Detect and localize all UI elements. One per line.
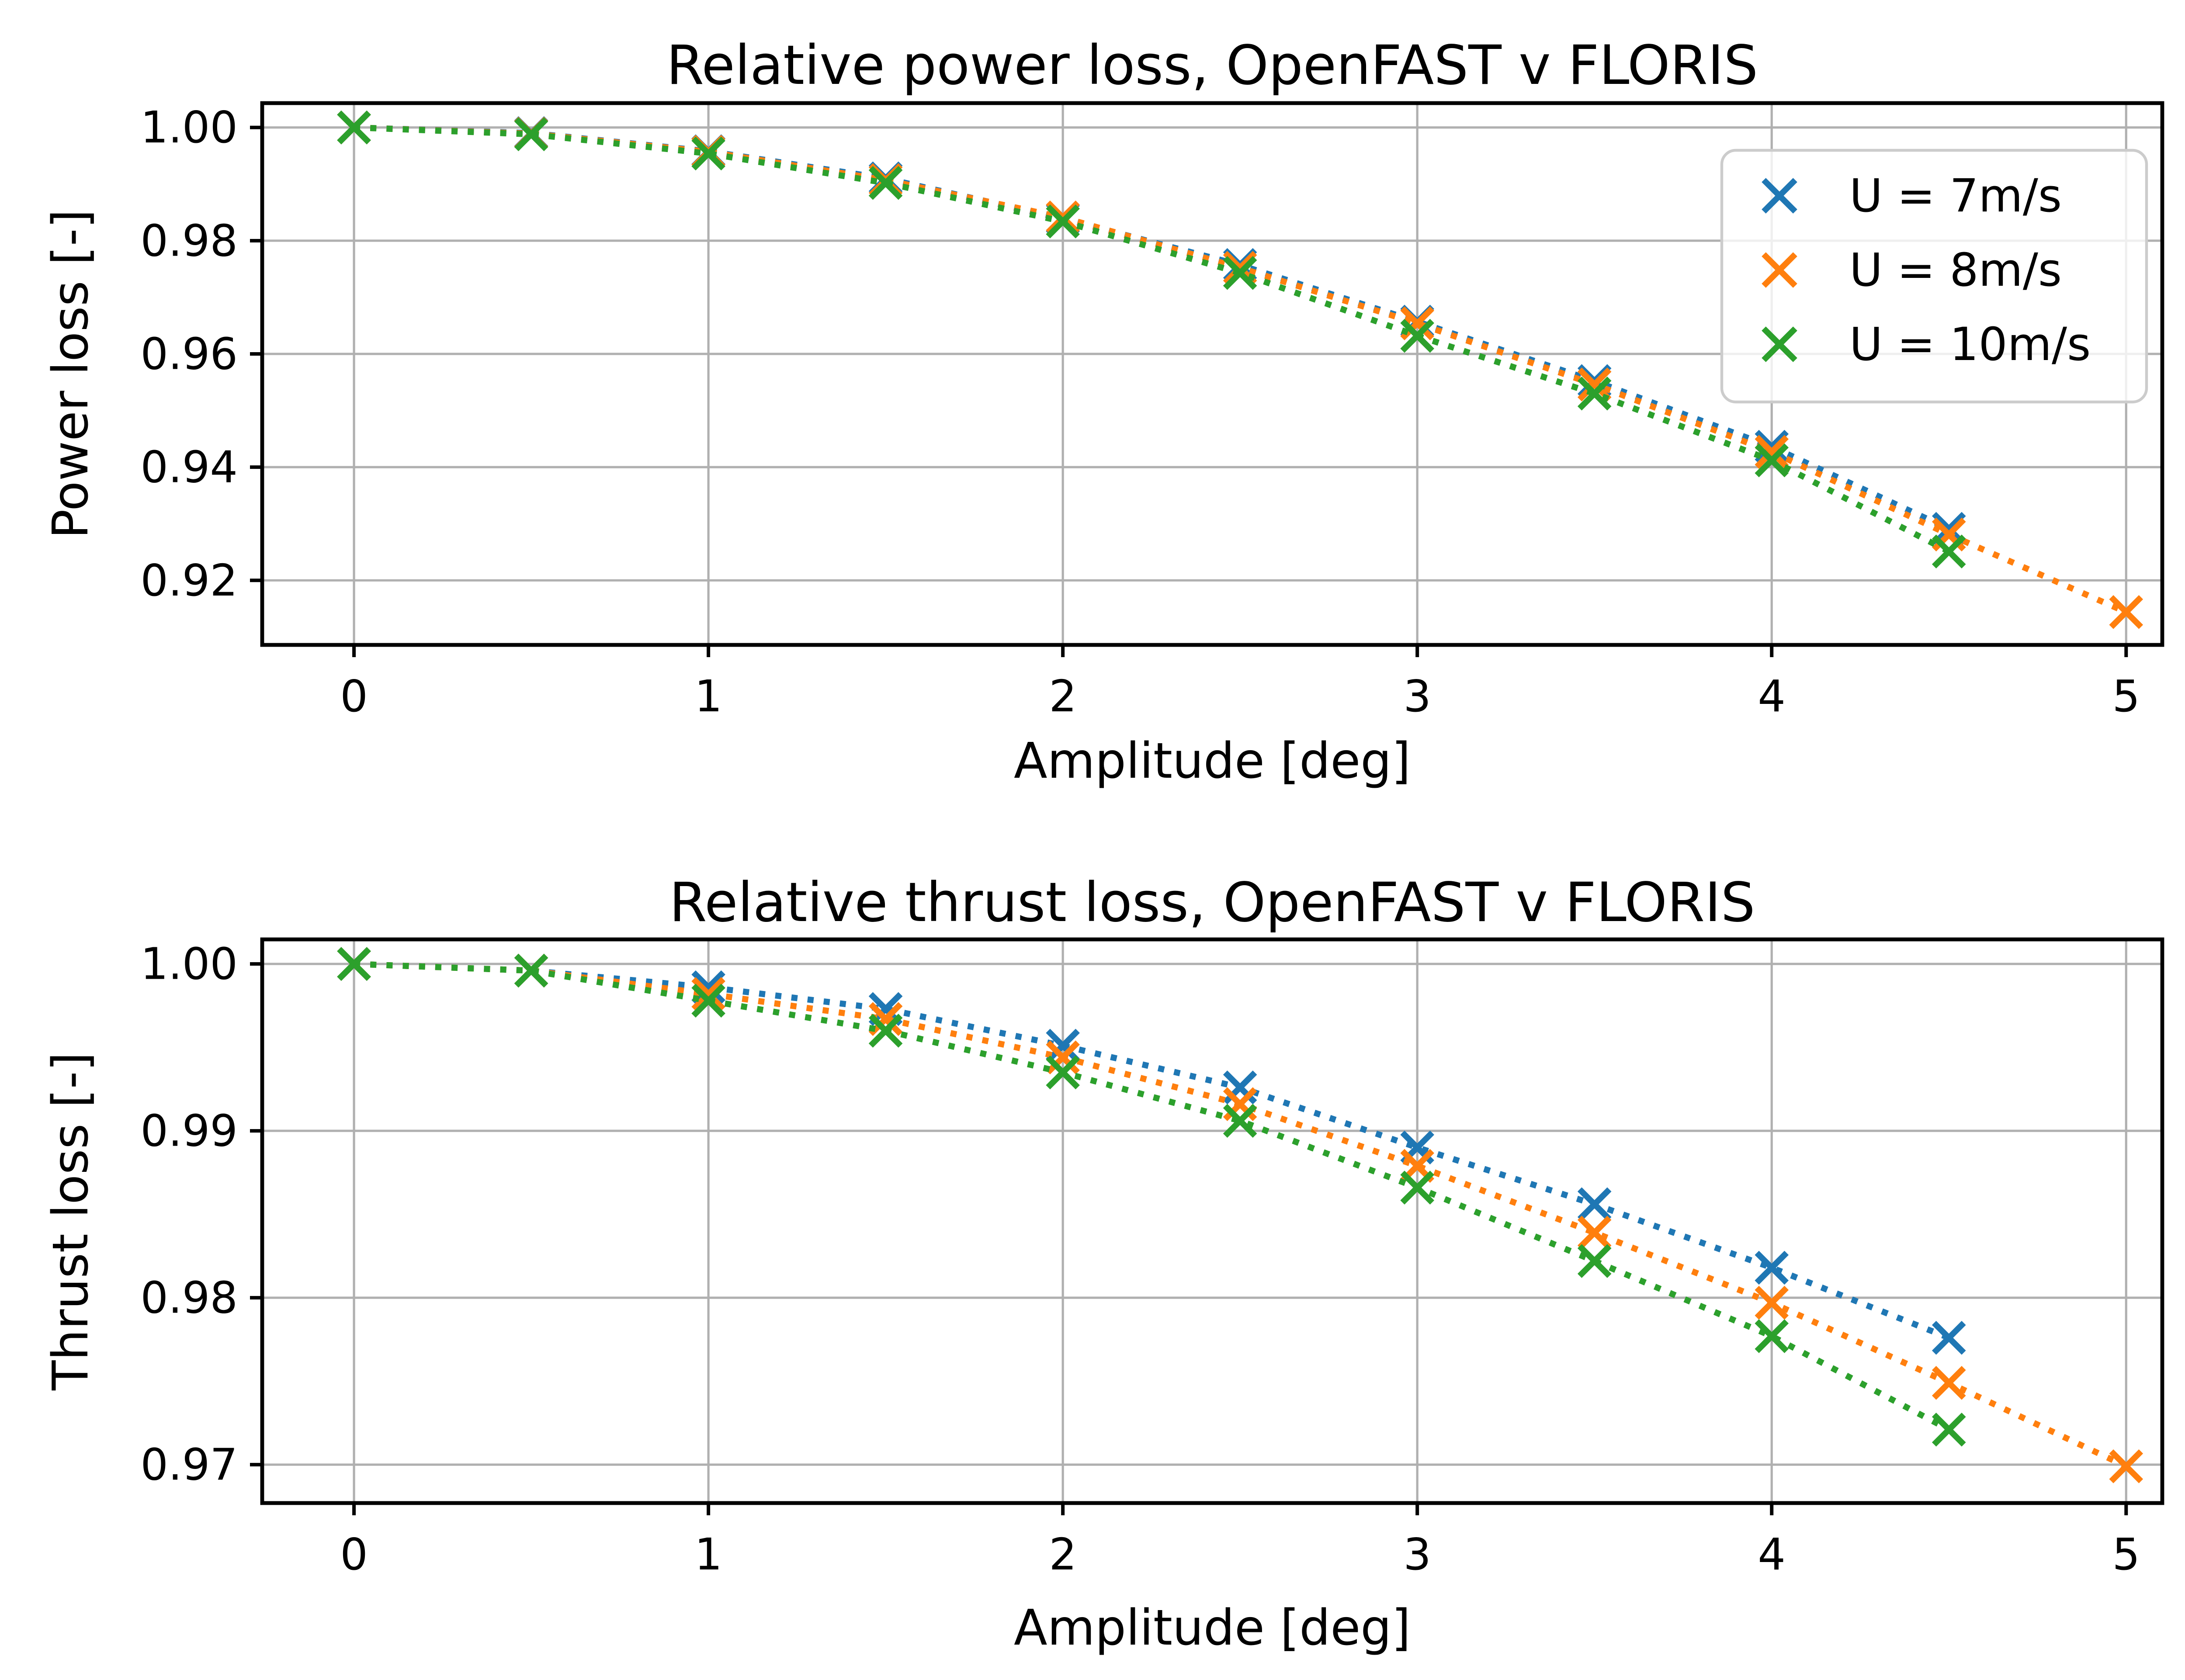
x-tick-label: 5 — [2112, 1529, 2140, 1580]
x-tick-label: 0 — [340, 1529, 368, 1580]
legend-x-marker-icon — [1762, 178, 1797, 214]
x-marker-icon — [1755, 1319, 1789, 1353]
legend-x-marker-icon — [1762, 326, 1797, 362]
subplot-power-loss: 0 1 2 3 4 5 1.00 0.98 0.96 0.94 0.92 Relative power… — [42, 34, 2164, 790]
x-marker-icon — [1223, 1104, 1257, 1138]
x-marker-icon — [1755, 1285, 1789, 1320]
y-tick-label: 1.00 — [140, 939, 238, 990]
series-line-u-7m-s — [354, 124, 1950, 532]
x-marker-icon — [337, 110, 371, 145]
legend-label: U = 7m/s — [1849, 169, 2062, 222]
y-tick-label: 0.96 — [140, 329, 238, 380]
x-marker-icon — [1932, 1321, 1966, 1355]
x-marker-icon — [1932, 1366, 1966, 1400]
legend-label: U = 8m/s — [1849, 243, 2062, 297]
axes-spine — [260, 937, 2164, 1505]
x-tick-label: 2 — [1049, 671, 1077, 722]
series-line-u-10m-s — [354, 124, 1950, 554]
x-tick-label: 1 — [694, 671, 722, 722]
x-marker-icon — [1755, 435, 1789, 469]
x-marker-icon — [514, 117, 548, 152]
top-chart-title: Relative power loss, OpenFAST v FLORIS — [666, 34, 1758, 97]
x-tick-label: 1 — [694, 1529, 722, 1580]
y-tick-label: 0.99 — [140, 1105, 238, 1157]
bottom-chart-title: Relative thrust loss, OpenFAST v FLORIS — [669, 871, 1755, 934]
legend-label: U = 10m/s — [1849, 318, 2091, 371]
x-marker-icon — [1046, 1055, 1080, 1090]
subplot-thrust-loss: 0 1 2 3 4 5 1.00 0.99 0.98 0.97 Relative thrust lo… — [42, 871, 2164, 1656]
x-marker-icon — [1400, 1171, 1434, 1205]
x-marker-icon — [1577, 1244, 1612, 1278]
y-tick-label: 0.98 — [140, 215, 238, 266]
x-marker-icon — [337, 947, 371, 981]
x-marker-icon — [1755, 430, 1789, 464]
x-tick-label: 5 — [2112, 671, 2140, 722]
x-marker-icon — [691, 136, 725, 171]
y-tick-label: 1.00 — [140, 102, 238, 153]
legend-box — [1720, 149, 2148, 404]
x-marker-icon — [1755, 1250, 1789, 1285]
x-marker-icon — [691, 984, 725, 1018]
x-tick-label: 4 — [1758, 1529, 1786, 1580]
legend: U = 7m/s U = 8m/s U = 10m/s — [1720, 149, 2148, 404]
x-marker-icon — [691, 977, 725, 1011]
y-tick-label: 0.92 — [140, 555, 238, 606]
x-marker-icon — [514, 953, 548, 988]
axes-spine — [260, 101, 2164, 647]
series-line-u-7m-s — [354, 961, 1950, 1341]
x-tick-label: 0 — [340, 671, 368, 722]
series-u-8m-s — [337, 947, 2143, 1483]
x-marker-icon — [1400, 319, 1434, 353]
x-marker-icon — [1577, 376, 1612, 411]
x-marker-icon — [1046, 204, 1080, 239]
x-marker-icon — [1046, 1040, 1080, 1074]
x-marker-icon — [2109, 1449, 2143, 1483]
series-u-10m-s — [337, 110, 1966, 569]
x-tick-label: 3 — [1403, 671, 1431, 722]
x-axis-label: Amplitude [deg] — [1014, 733, 1411, 790]
x-marker-icon — [1577, 1216, 1612, 1250]
x-tick-label: 3 — [1403, 1529, 1431, 1580]
series-u-10m-s — [337, 947, 1966, 1447]
x-marker-icon — [1223, 256, 1257, 290]
series-line-u-8m-s — [354, 961, 2128, 1469]
x-marker-icon — [868, 1014, 903, 1048]
x-axis-label: Amplitude [deg] — [1014, 1600, 1411, 1656]
x-tick-label: 4 — [1758, 671, 1786, 722]
legend-x-marker-icon — [1762, 252, 1797, 288]
series-line-u-10m-s — [354, 961, 1951, 1433]
x-marker-icon — [868, 1002, 903, 1036]
x-marker-icon — [1046, 1029, 1080, 1063]
y-tick-label: 0.98 — [140, 1272, 238, 1323]
series-u-7m-s — [337, 947, 1966, 1355]
y-tick-label: 0.97 — [140, 1439, 238, 1490]
x-marker-icon — [1755, 443, 1789, 478]
x-marker-icon — [1577, 1187, 1612, 1222]
y-axis-label: Power loss [-] — [42, 209, 99, 539]
x-marker-icon — [1932, 1413, 1966, 1447]
series-u-7m-s — [337, 110, 1966, 546]
x-tick-label: 2 — [1049, 1529, 1077, 1580]
x-marker-icon — [2109, 595, 2143, 629]
y-tick-label: 0.94 — [140, 442, 238, 493]
x-marker-icon — [868, 166, 903, 200]
y-axis-label: Thrust loss [-] — [42, 1052, 99, 1391]
x-marker-icon — [1932, 534, 1966, 569]
